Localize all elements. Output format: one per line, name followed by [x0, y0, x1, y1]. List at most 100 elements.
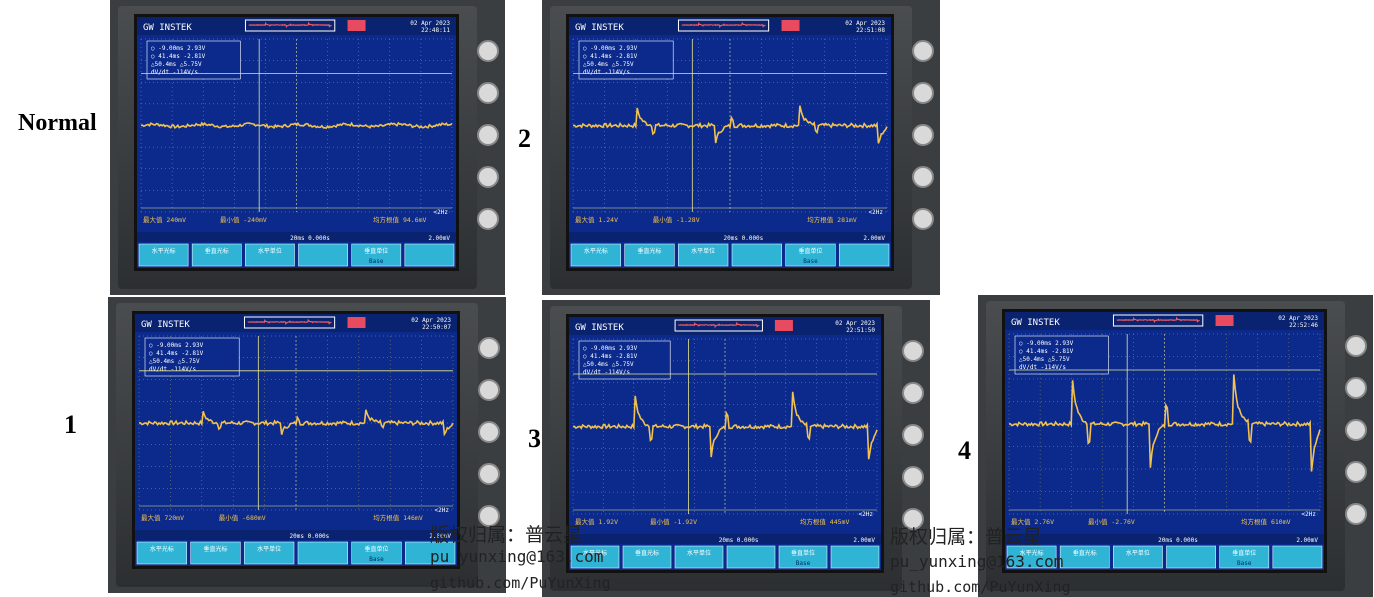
- scope-screen: GW INSTEK 02 Apr 2023 22:51:08 ○ -9.00ms 2.…: [566, 14, 894, 271]
- brand-logo: GW INSTEK: [141, 320, 190, 330]
- menu-button[interactable]: [839, 243, 890, 267]
- menu-button[interactable]: [405, 541, 456, 565]
- menu-button-label: 垂直光标: [635, 549, 659, 557]
- watermark-title-2: 版权归属：普云星: [890, 526, 1043, 548]
- cursor-2: ○ 41.4ms -2.81V: [583, 53, 638, 60]
- photo-four: GW INSTEK 02 Apr 2023 22:52:46 ○ -9.00ms 2.…: [978, 295, 1373, 597]
- menu-button[interactable]: [1219, 545, 1270, 569]
- watermark-github-1: github.com/PuYunXing: [430, 574, 611, 592]
- menu-button[interactable]: [1272, 545, 1323, 569]
- menu-base-label: Base: [796, 560, 811, 567]
- side-button[interactable]: [478, 463, 500, 485]
- cursor-dvdt: dV/dt -114V/s: [149, 366, 196, 373]
- menu-button[interactable]: [297, 541, 348, 565]
- menu-button[interactable]: [298, 243, 348, 267]
- stop-badge: [347, 317, 366, 328]
- timebase-readout: 20ms 0.000s: [719, 537, 759, 544]
- menu-button[interactable]: [785, 243, 836, 267]
- memory-bar: [677, 19, 770, 32]
- side-button[interactable]: [1345, 503, 1367, 525]
- side-button[interactable]: [1345, 377, 1367, 399]
- trigger-readout: 2.00mV: [429, 533, 451, 540]
- menu-button[interactable]: [570, 243, 621, 267]
- watermark-title-1: 版权归属：普云星: [430, 524, 583, 546]
- side-button[interactable]: [477, 208, 499, 230]
- side-button[interactable]: [912, 208, 934, 230]
- side-button[interactable]: [912, 40, 934, 62]
- cursor-2: ○ 41.4ms -2.81V: [149, 350, 204, 357]
- side-button[interactable]: [477, 124, 499, 146]
- side-button[interactable]: [477, 82, 499, 104]
- side-button[interactable]: [912, 82, 934, 104]
- measure-rms: 均方根值 94.6mV: [373, 215, 426, 224]
- menu-button[interactable]: [1059, 545, 1110, 569]
- watermark-email-1: pu_yunxing@163.com: [430, 547, 604, 566]
- timebase-readout: 20ms 0.000s: [1158, 537, 1198, 544]
- menu-button[interactable]: [726, 545, 776, 569]
- side-button[interactable]: [478, 379, 500, 401]
- status-bar: [137, 232, 456, 242]
- menu-button[interactable]: [1166, 545, 1216, 569]
- menu-button[interactable]: [351, 541, 402, 565]
- menu-button[interactable]: [570, 545, 620, 569]
- measure-rms: 均方根值 146mV: [373, 513, 423, 522]
- side-button[interactable]: [902, 382, 924, 404]
- side-button[interactable]: [478, 421, 500, 443]
- menu-button[interactable]: [138, 243, 189, 267]
- trigger-readout: 2.00mV: [853, 537, 875, 544]
- menu-button[interactable]: [245, 243, 295, 267]
- menu-button-label: 水平光标: [584, 247, 608, 255]
- menu-button-label: 垂直光标: [637, 247, 661, 255]
- scope-screen: GW INSTEK 02 Apr 2023 22:48:11 ○ -9.00ms 2.…: [134, 14, 459, 271]
- menu-button[interactable]: [244, 541, 295, 565]
- side-button[interactable]: [478, 337, 500, 359]
- side-button[interactable]: [477, 40, 499, 62]
- menu-button[interactable]: [351, 243, 402, 267]
- menu-button[interactable]: [830, 545, 880, 569]
- menu-button[interactable]: [678, 243, 729, 267]
- side-button[interactable]: [1345, 335, 1367, 357]
- cursor-readout-box: [578, 40, 674, 80]
- menu-button-label: 水平单位: [1126, 549, 1150, 557]
- side-button[interactable]: [912, 166, 934, 188]
- side-button[interactable]: [477, 166, 499, 188]
- menu-button[interactable]: [1113, 545, 1163, 569]
- side-button[interactable]: [902, 340, 924, 362]
- menu-button[interactable]: [731, 243, 782, 267]
- measure-min: 最小值 -680mV: [219, 513, 266, 522]
- menu-button[interactable]: [404, 243, 455, 267]
- side-button[interactable]: [902, 466, 924, 488]
- menu-base-label: Base: [803, 258, 818, 265]
- header-bar: [137, 17, 456, 35]
- memory-bar: [243, 316, 336, 329]
- menu-button[interactable]: [1006, 545, 1057, 569]
- status-bar: [569, 232, 891, 242]
- menu-button[interactable]: [190, 541, 241, 565]
- cursor-delta: △50.4ms △5.75V: [583, 61, 634, 68]
- side-button[interactable]: [1345, 419, 1367, 441]
- menu-base-label: Base: [1237, 560, 1252, 567]
- cursor-readout-box: [144, 337, 240, 377]
- measure-max: 最大值 1.24V: [575, 215, 618, 224]
- menu-base-label: Base: [369, 258, 384, 265]
- label-four: 4: [958, 436, 971, 465]
- menu-button[interactable]: [624, 243, 675, 267]
- menu-button-label: 水平光标: [583, 549, 607, 557]
- side-button[interactable]: [1345, 461, 1367, 483]
- side-button[interactable]: [902, 508, 924, 530]
- photo-normal: GW INSTEK 02 Apr 2023 22:48:11 ○ -9.00ms 2.…: [110, 0, 505, 295]
- menu-button[interactable]: [136, 541, 187, 565]
- menu-button[interactable]: [191, 243, 242, 267]
- memory-wave: [681, 21, 766, 29]
- timebase-readout: 20ms 0.000s: [290, 533, 330, 540]
- menu-button[interactable]: [778, 545, 828, 569]
- cursor-dvdt: dV/dt -114V/s: [151, 69, 198, 76]
- side-button[interactable]: [902, 424, 924, 446]
- menu-button[interactable]: [674, 545, 724, 569]
- measure-max: 最大值 720mV: [141, 513, 184, 522]
- side-button[interactable]: [912, 124, 934, 146]
- menu-button[interactable]: [622, 545, 672, 569]
- measure-max: 最大值 1.92V: [575, 517, 618, 526]
- side-button[interactable]: [478, 505, 500, 527]
